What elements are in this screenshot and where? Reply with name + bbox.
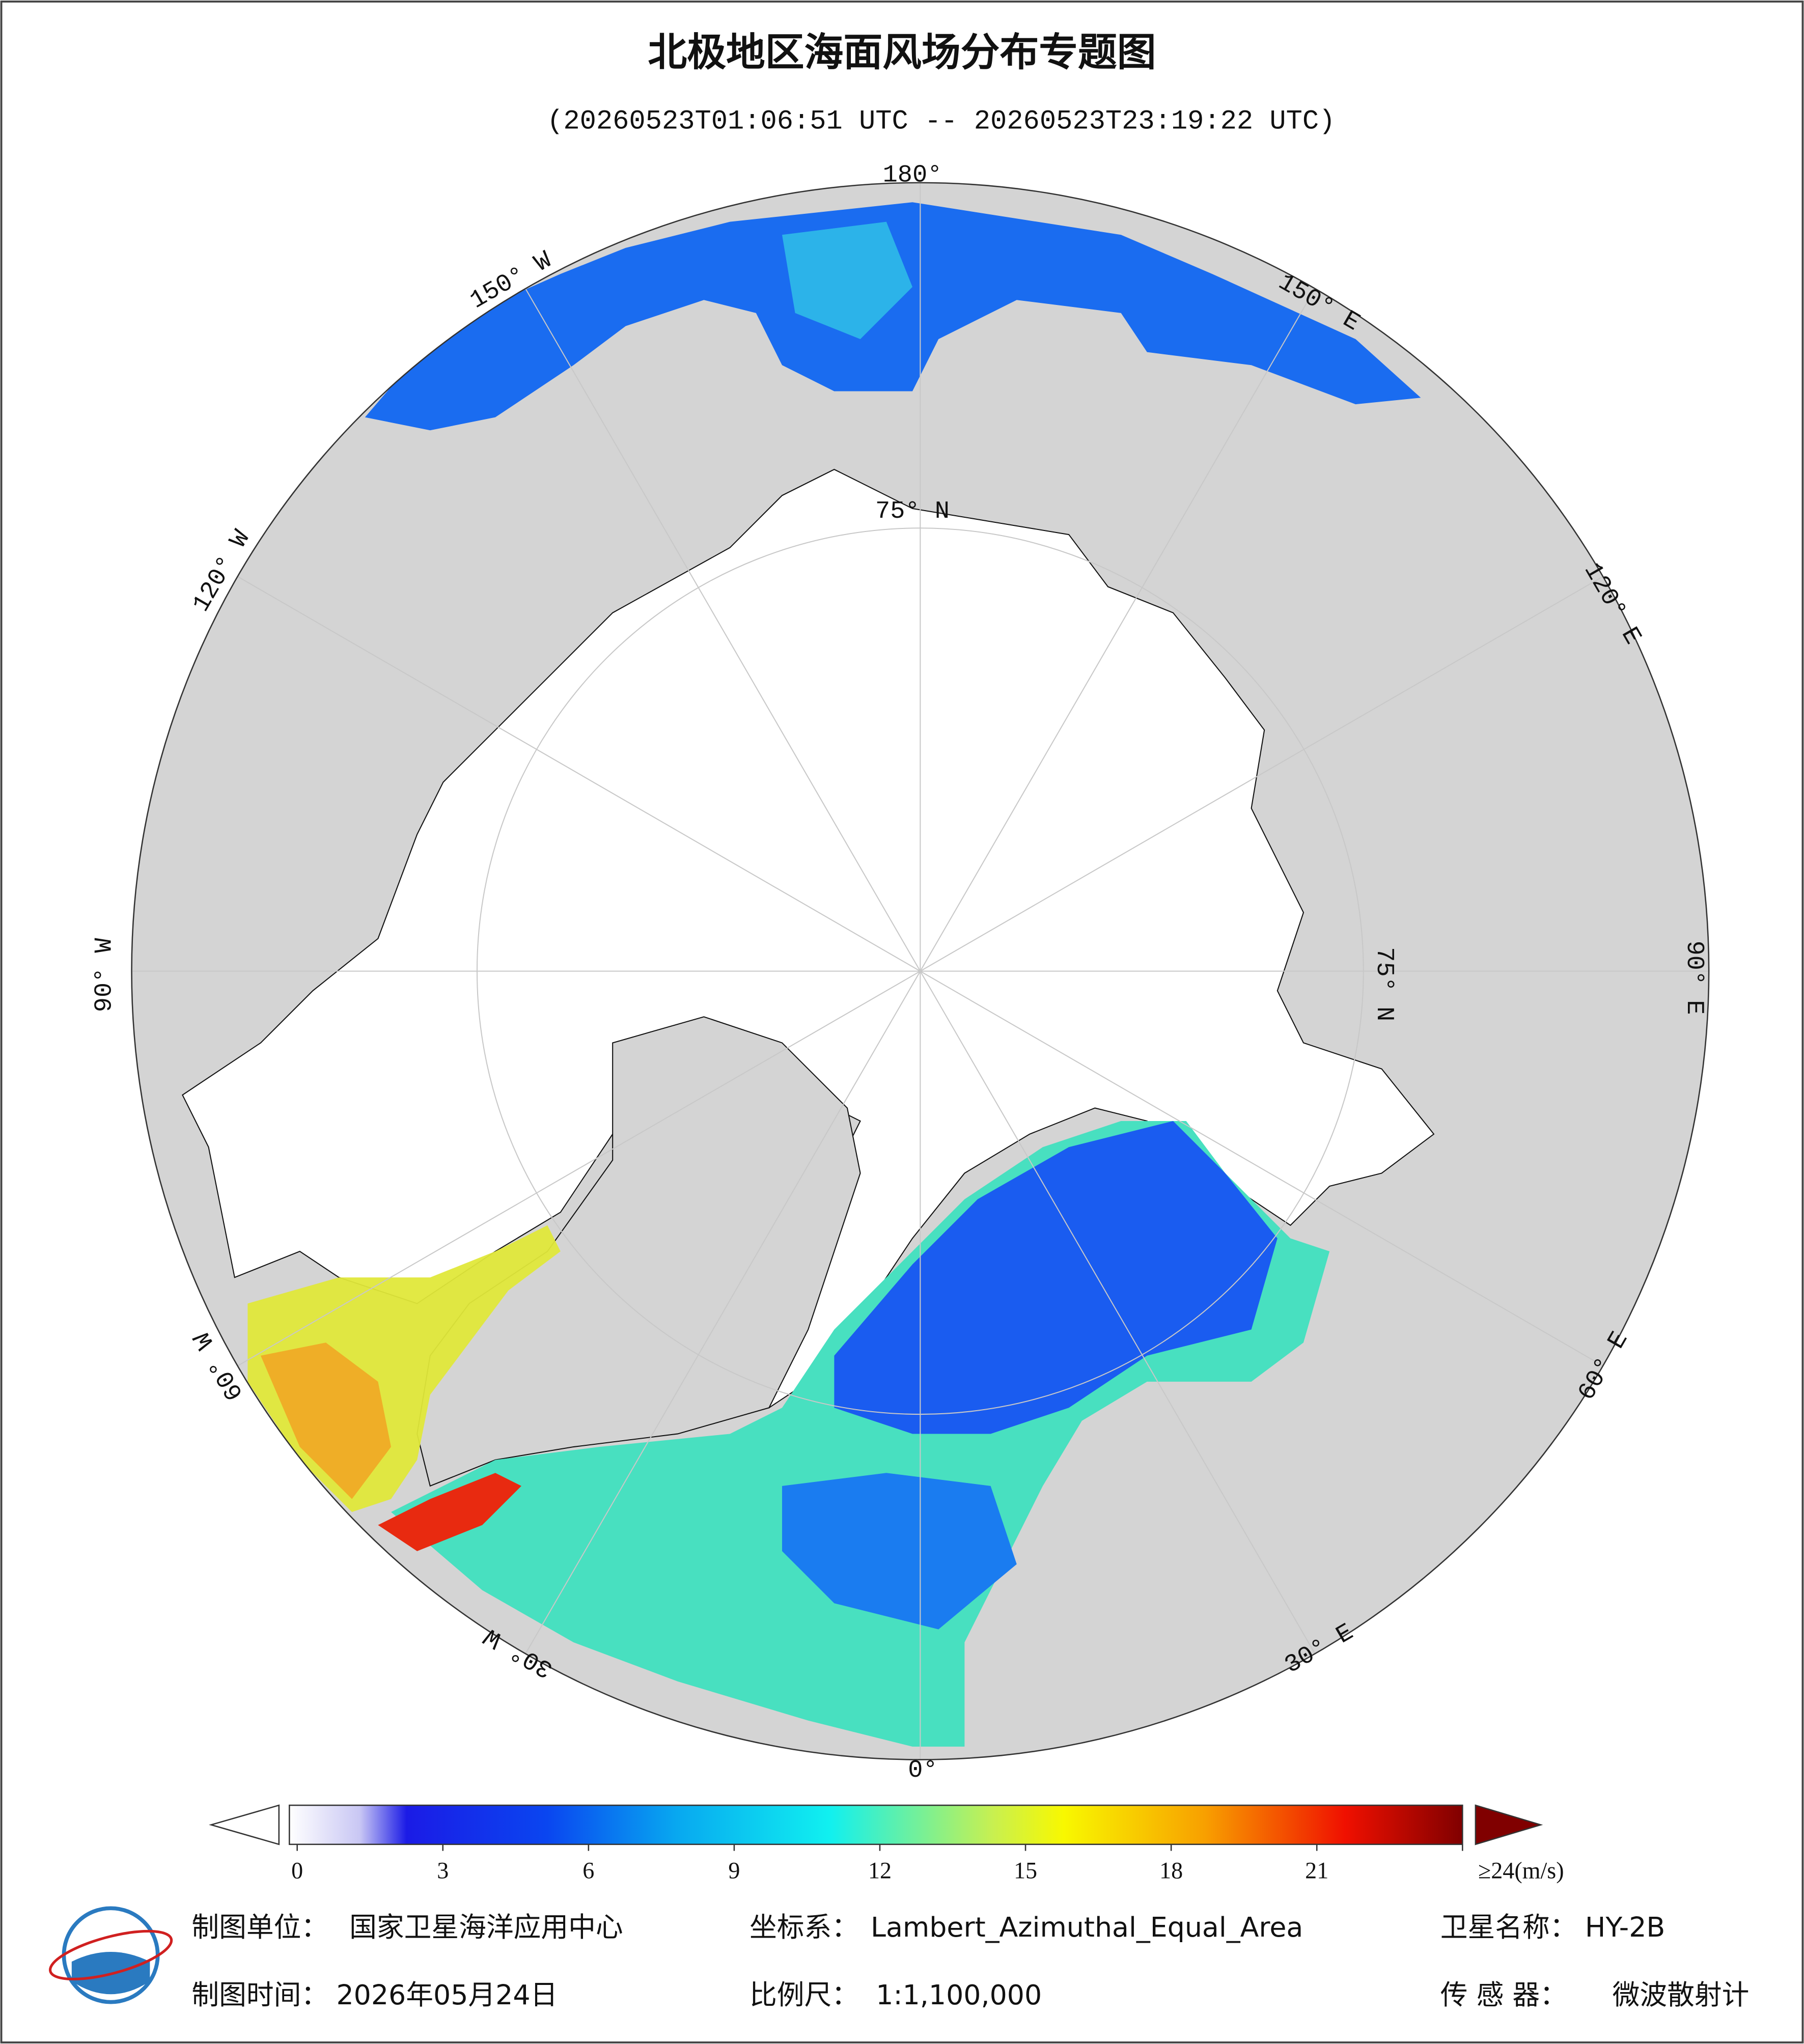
footer-label: 比例尺： xyxy=(750,1979,859,2011)
colorbar-ramp xyxy=(289,1804,1463,1845)
wind-pacific-cyan xyxy=(782,221,912,340)
longitude-label: 90° E xyxy=(1680,941,1708,1015)
longitude-label: 0° xyxy=(908,1756,937,1784)
footer-value: 国家卫星海洋应用中心 xyxy=(349,1911,623,1943)
longitude-label: 90° W xyxy=(91,938,119,1013)
footer-label: 制图时间： xyxy=(191,1979,328,2011)
colorbar: 0 3 6 9 12 15 18 21 ≥24(m/s) xyxy=(209,1804,1564,1884)
map-title: 北极地区海面风场分布专题图 xyxy=(648,30,1156,75)
wind-pacific xyxy=(365,202,1421,431)
wind-red xyxy=(378,1473,521,1551)
colorbar-tick-label: 12 xyxy=(868,1858,892,1884)
colorbar-tick-label: 15 xyxy=(1014,1858,1037,1884)
longitude-label: 180° xyxy=(883,161,942,189)
colorbar-tick-label: 3 xyxy=(437,1858,449,1884)
colorbar-tick-label: 18 xyxy=(1159,1858,1183,1884)
footer-value: 1:1,100,000 xyxy=(876,1979,1042,2011)
footer-value: 2026年05月24日 xyxy=(336,1979,558,2011)
wind-labrador-high xyxy=(260,1342,391,1499)
footer-label: 卫星名称： xyxy=(1440,1911,1577,1943)
colorbar-over xyxy=(1475,1804,1543,1845)
graticule xyxy=(131,182,1709,1760)
footer-label: 坐标系： xyxy=(750,1911,859,1943)
colorbar-tick-label: ≥24(m/s) xyxy=(1478,1858,1564,1884)
footer-label: 传 感 器： xyxy=(1440,1979,1567,2011)
map-body xyxy=(131,182,1709,1760)
footer-value: 微波散射计 xyxy=(1613,1979,1750,2011)
colorbar-tick-label: 21 xyxy=(1305,1858,1328,1884)
footer-value: Lambert_Azimuthal_Equal_Area xyxy=(871,1911,1303,1943)
footer-value: HY-2B xyxy=(1585,1911,1665,1943)
colorbar-tick-label: 9 xyxy=(728,1858,740,1884)
colorbar-under xyxy=(209,1804,280,1845)
latitude-label: 75° N xyxy=(875,497,950,525)
wind-barents xyxy=(834,1121,1278,1434)
map-frame xyxy=(131,182,1710,1760)
logo xyxy=(48,1906,173,2004)
footer-label: 制图单位： xyxy=(191,1911,328,1943)
map-subtitle: (20260523T01:06:51 UTC -- 20260523T23:19… xyxy=(547,106,1335,137)
latitude-label: 75° N xyxy=(1370,947,1398,1021)
wind-norway xyxy=(782,1473,1017,1630)
colorbar-tick-label: 6 xyxy=(582,1858,594,1884)
colorbar-tick-label: 0 xyxy=(291,1858,303,1884)
